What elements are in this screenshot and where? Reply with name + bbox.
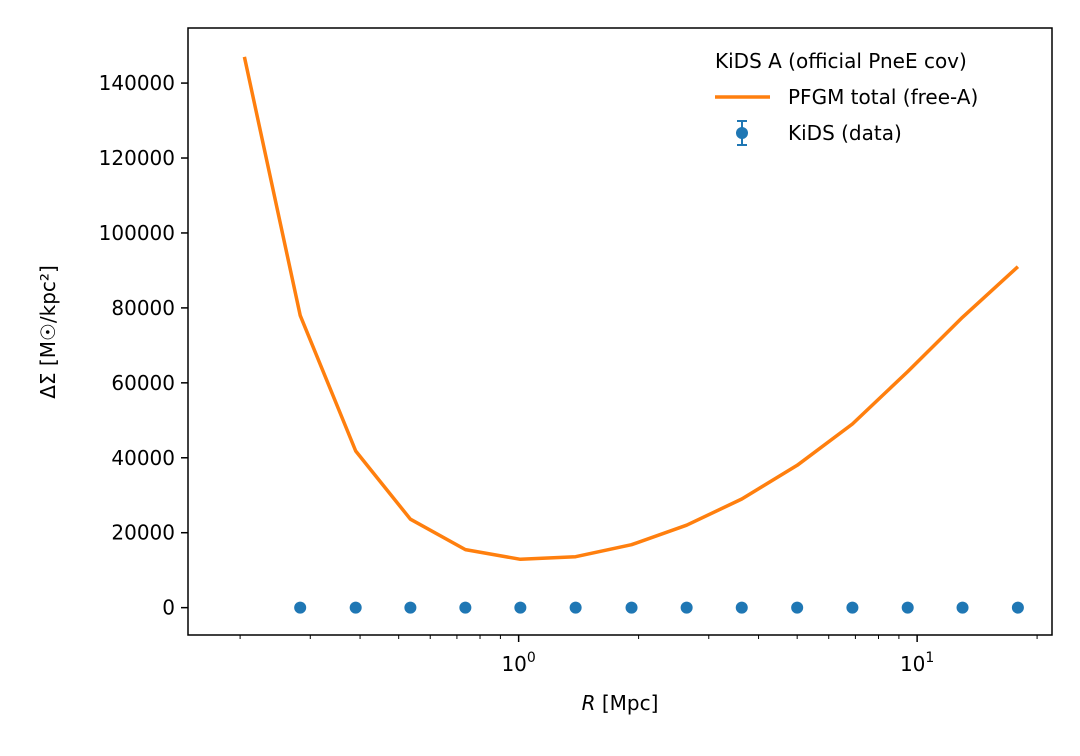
kids-data-point xyxy=(569,601,582,614)
kids-data-point xyxy=(846,601,859,614)
y-tick-label: 140000 xyxy=(99,71,175,95)
legend-entry-pfgm: PFGM total (free-A) xyxy=(788,85,978,109)
legend-title: KiDS A (official PneE cov) xyxy=(715,49,967,73)
legend-marker-swatch xyxy=(736,127,748,139)
legend-entry-kids: KiDS (data) xyxy=(788,121,902,145)
y-tick-label: 120000 xyxy=(99,146,175,170)
pfgm-total-line xyxy=(242,56,1020,562)
x-tick-label: 101 xyxy=(900,650,934,676)
y-tick-label: 80000 xyxy=(111,296,175,320)
kids-data-point xyxy=(349,601,362,614)
y-tick-label: 100000 xyxy=(99,221,175,245)
y-tick-label: 0 xyxy=(162,596,175,620)
series-layer xyxy=(242,56,1024,614)
x-tick-label: 100 xyxy=(501,650,535,676)
kids-data-point xyxy=(459,601,472,614)
y-tick-label: 60000 xyxy=(111,371,175,395)
kids-data-point xyxy=(1011,601,1024,614)
kids-data-point xyxy=(735,601,748,614)
x-axis-title: R [Mpc] xyxy=(582,691,659,715)
legend: KiDS A (official PneE cov) PFGM total (f… xyxy=(715,49,978,146)
kids-data-point xyxy=(625,601,638,614)
kids-data-point xyxy=(514,601,527,614)
x-axis-ticks: 100 101 xyxy=(239,635,1038,676)
y-axis-title: ΔΣ [M☉/kpc²] xyxy=(36,265,60,399)
kids-data-point xyxy=(791,601,804,614)
kids-data-point xyxy=(404,601,417,614)
y-tick-label: 20000 xyxy=(111,521,175,545)
kids-data-point xyxy=(680,601,693,614)
kids-data-point xyxy=(294,601,307,614)
y-tick-label: 40000 xyxy=(111,446,175,470)
plot-frame xyxy=(187,27,1053,636)
y-axis-ticks: 0 20000 40000 60000 80000 100000 120000 140000 xyxy=(99,71,188,620)
kids-data-point xyxy=(956,601,969,614)
kids-data-point xyxy=(901,601,914,614)
